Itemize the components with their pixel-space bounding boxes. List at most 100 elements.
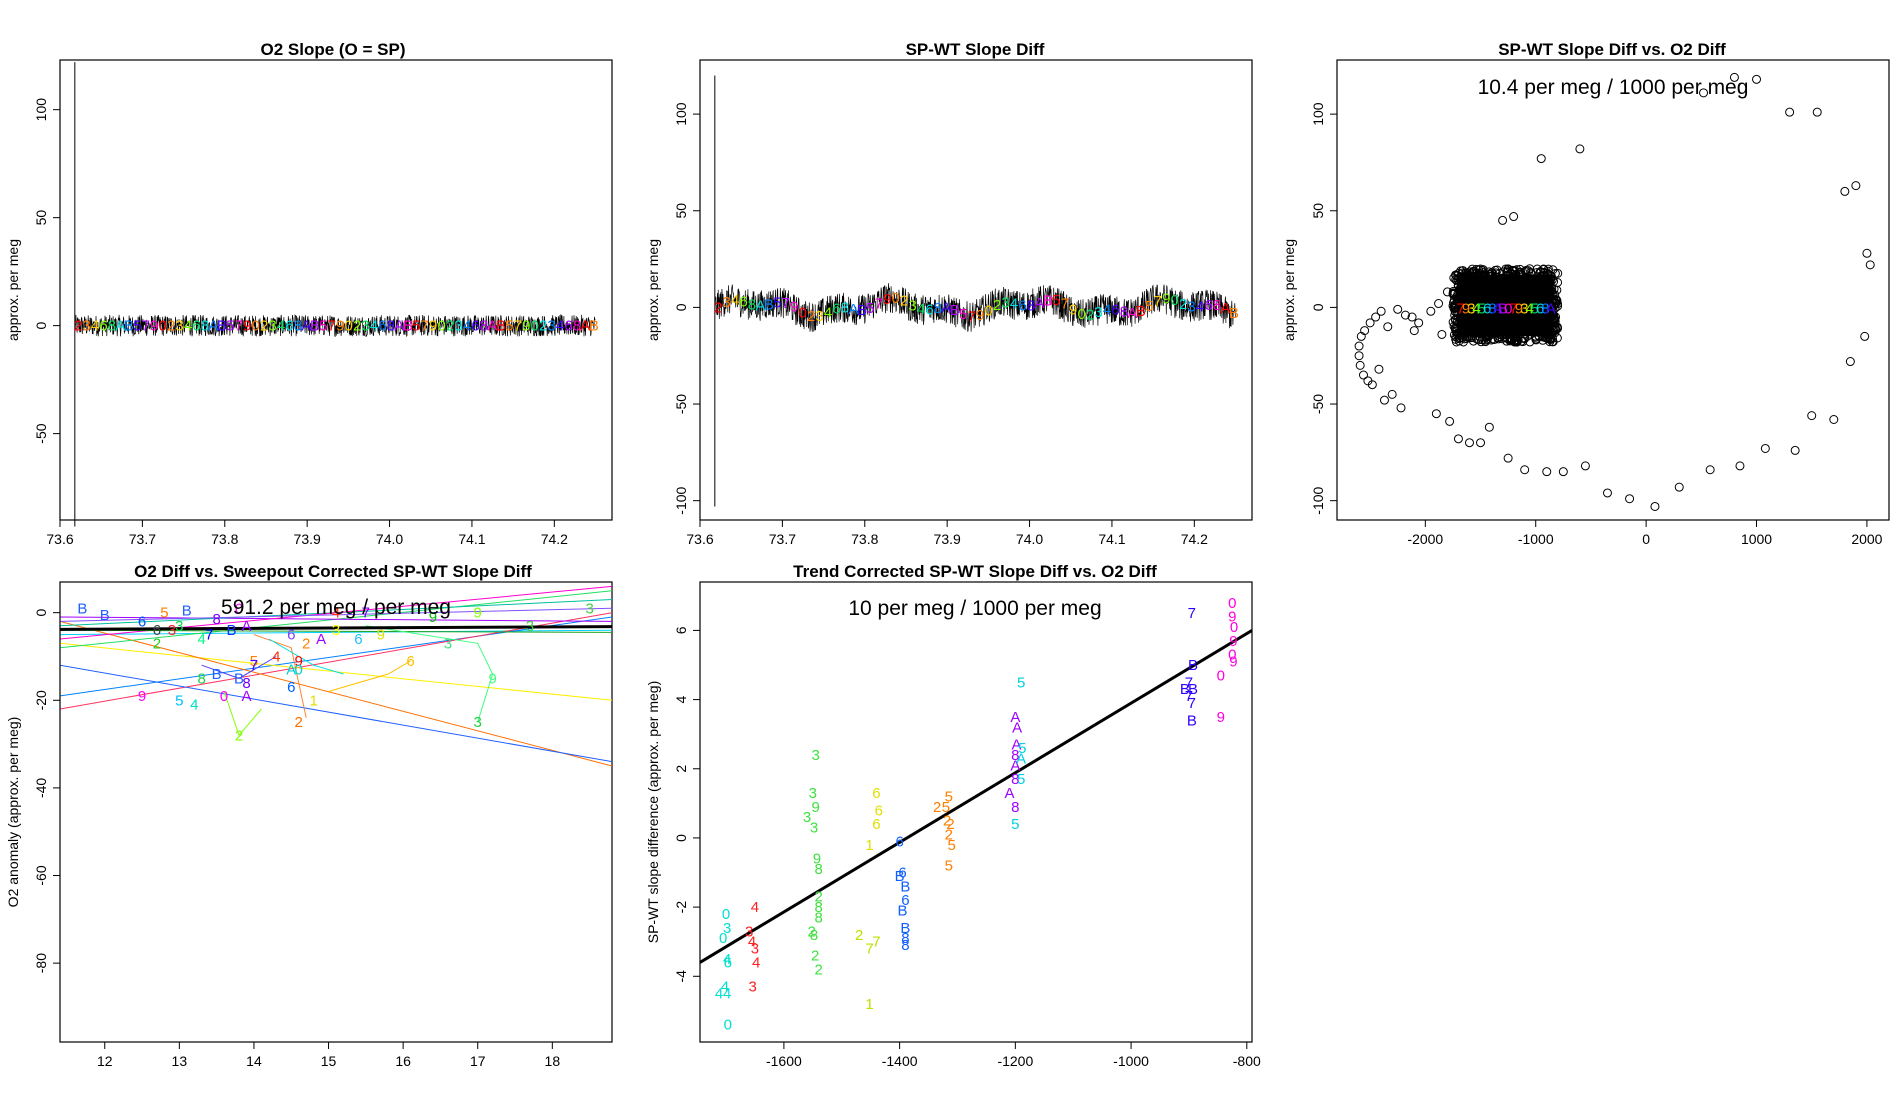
cluster-label: 8 xyxy=(1488,300,1496,317)
point-label: 9 xyxy=(488,670,496,687)
series-marker-label: A xyxy=(755,298,765,315)
series-marker-label: 9 xyxy=(336,318,344,335)
scatter-point xyxy=(1393,304,1403,314)
scatter-point xyxy=(1374,364,1384,374)
y-tick-label: -60 xyxy=(33,865,49,885)
scatter-point xyxy=(1735,461,1745,471)
x-axis: 73.6 73.7 73.8 73.9 74.0 74.1 74.2 xyxy=(686,519,1208,547)
panel-trend-corrected: Trend Corrected SP-WT Slope Diff vs. O2 … xyxy=(645,562,1261,1069)
point-label: B xyxy=(900,920,910,937)
cluster-label: 7 xyxy=(1509,300,1517,317)
series-marker-label: 7 xyxy=(328,318,336,335)
scatter-point xyxy=(1387,389,1397,399)
point-label: 0 xyxy=(719,930,727,947)
point-label: A xyxy=(286,662,296,679)
panel-o2-diff-vs-sweepout: O2 Diff vs. Sweepout Corrected SP-WT Slo… xyxy=(5,562,613,1069)
scatter-point xyxy=(1520,465,1530,475)
series-marker-label: 3 xyxy=(82,318,90,335)
scatter-point xyxy=(1396,403,1406,413)
series-marker-label: 5 xyxy=(773,294,781,311)
point-label: 2 xyxy=(811,948,819,965)
point-label: 0 xyxy=(724,1017,732,1034)
cluster-label: 5 xyxy=(1478,300,1486,317)
series-marker-label: B xyxy=(217,318,227,335)
plot-frame xyxy=(59,59,613,521)
point-label: A xyxy=(1010,757,1020,774)
y-tick-label: 100 xyxy=(673,102,689,126)
series-line xyxy=(60,629,612,633)
series-marker-label: 6 xyxy=(739,293,747,310)
scatter-point xyxy=(1358,370,1368,380)
point-label: 8 xyxy=(814,909,822,926)
point-label: 5 xyxy=(1011,816,1019,833)
y-axis: -100 -50 0 50 100 xyxy=(1310,102,1338,515)
series-marker-label: B xyxy=(950,302,960,319)
y-tick-label: -4 xyxy=(673,970,689,983)
y-axis: -50 0 50 100 xyxy=(33,98,61,444)
point-label: B xyxy=(1187,712,1197,729)
point-label: 2 xyxy=(235,727,243,744)
scatter-point xyxy=(1453,434,1463,444)
point-label: 6 xyxy=(354,631,362,648)
series-marker-label: 6 xyxy=(1111,302,1119,319)
series-marker-label: 7 xyxy=(782,295,790,312)
point-label: 2 xyxy=(946,816,954,833)
plot-area: 2 3 4 6 8 AB 5 7 9 0 2 3 4 6 8 AB 5 7 9 0 2 3 4 6 8 AB 5 7 9 0 2 3 4 6 8 AB… xyxy=(74,62,599,527)
x-axis: -2000 -1000 0 1000 2000 xyxy=(1407,519,1883,547)
series-marker-label: 0 xyxy=(159,318,167,335)
series-marker-label: 5 xyxy=(866,300,874,317)
point-label: 5 xyxy=(948,837,956,854)
series-line xyxy=(365,625,494,723)
scatter-point xyxy=(1407,312,1417,322)
series-marker-label: 7 xyxy=(875,296,883,313)
point-label: 2 xyxy=(814,889,822,906)
scatter-point xyxy=(1536,154,1546,164)
scatter-point xyxy=(1484,422,1494,432)
point-label: B xyxy=(900,878,910,895)
series-marker-label: 6 xyxy=(192,318,200,335)
point-label: 0 xyxy=(1228,647,1236,664)
x-tick-label: 14 xyxy=(246,1053,262,1069)
point-label: A xyxy=(241,618,251,635)
y-axis: -100 -50 0 50 100 xyxy=(673,102,701,515)
y-tick-label: 0 xyxy=(673,303,689,311)
x-tick-label: -1400 xyxy=(882,1053,918,1069)
y-axis-label: approx. per meg xyxy=(645,239,661,341)
scatter-point xyxy=(1860,331,1870,341)
point-label: 7 xyxy=(250,657,258,674)
point-label: 4 xyxy=(748,934,756,951)
x-tick-label: 73.6 xyxy=(46,531,73,547)
series-marker-label: 2 xyxy=(446,318,454,335)
series-marker-label: 0 xyxy=(531,318,539,335)
point-label: 6 xyxy=(872,785,880,802)
series-marker-label: A xyxy=(1127,305,1137,322)
y-tick-label: 50 xyxy=(673,203,689,219)
cluster-label: 6 xyxy=(1536,300,1544,317)
series-line xyxy=(201,656,277,679)
cluster-label: 5 xyxy=(1531,300,1539,317)
scatter-point xyxy=(1354,341,1364,351)
series-marker-label: 4 xyxy=(370,318,378,335)
point-label: 8 xyxy=(901,937,909,954)
y-tick-label: 6 xyxy=(673,626,689,634)
series-marker-label: B xyxy=(124,318,134,335)
series-marker-label: 0 xyxy=(892,290,900,307)
series-marker-label: 0 xyxy=(252,318,260,335)
point-label: 9 xyxy=(1217,709,1225,726)
point-label: B xyxy=(77,600,87,617)
point-label: A xyxy=(1011,737,1021,754)
point-label: 4 xyxy=(198,631,206,648)
y-tick-label: -50 xyxy=(1310,394,1326,414)
x-tick-label: 17 xyxy=(470,1053,486,1069)
series-marker-label: 9 xyxy=(243,318,251,335)
scatter-point xyxy=(1503,453,1513,463)
point-label: 4 xyxy=(715,986,723,1003)
series-marker-label: 6 xyxy=(1204,297,1212,314)
series-marker-label: 4 xyxy=(1196,299,1204,316)
x-tick-label: 13 xyxy=(172,1053,188,1069)
series-marker-label: 4 xyxy=(277,318,285,335)
scatter-point xyxy=(1752,74,1762,84)
x-axis: -1600 -1400 -1200 -1000 -800 xyxy=(766,1041,1261,1069)
x-tick-label: 74.2 xyxy=(541,531,568,547)
series-marker-label: 2 xyxy=(714,299,722,316)
